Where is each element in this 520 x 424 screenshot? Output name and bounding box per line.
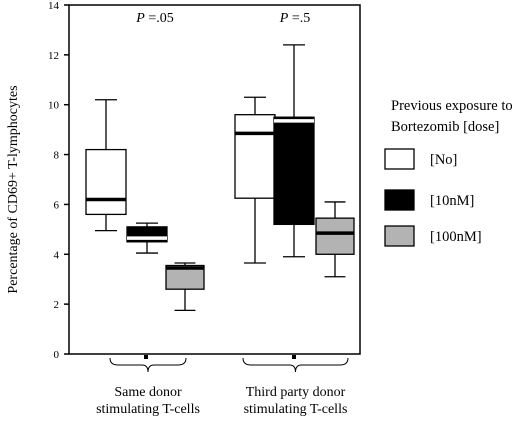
y-tick-label: 14: [48, 0, 60, 12]
legend-swatch: [384, 189, 415, 211]
legend-entry-label: [100nM]: [430, 229, 482, 245]
p-value-label: P =.05: [135, 11, 173, 26]
box-layer: [85, 44, 355, 312]
group-label-line: stimulating T-cells: [244, 402, 348, 417]
legend-swatch: [384, 148, 415, 170]
y-tick-label: 0: [54, 349, 60, 361]
y-axis-label: Percentage of CD69+ T-lymphocytes: [6, 85, 21, 293]
plot-frame: [68, 4, 361, 355]
box: [234, 114, 276, 199]
group-brace: [109, 357, 187, 373]
y-tick-label: 2: [54, 299, 60, 311]
legend-title-line: Bortezomib [dose]: [391, 119, 499, 135]
axis-layer: 0 2 4 6 8 10 12 14 Percentage of CD69+ T-lymphoc…: [6, 0, 361, 361]
group-tick-mark: [144, 355, 148, 359]
group-brace: [242, 357, 349, 373]
y-tick-label: 8: [54, 150, 60, 162]
legend-swatch: [384, 225, 415, 247]
legend-title-line: Previous exposure to: [391, 98, 513, 114]
y-tick-label: 6: [54, 199, 60, 211]
box: [85, 148, 127, 216]
y-tick-label: 10: [48, 100, 60, 112]
legend-entry-label: [No]: [430, 152, 457, 168]
box: [165, 264, 205, 290]
group-tick-mark: [292, 355, 296, 359]
y-tick-label: 12: [48, 50, 59, 62]
p-value-label: P =.5: [279, 11, 310, 26]
label-layer: P =.05 Same donor stimulating T-cells P =.5…: [96, 11, 349, 417]
y-tick-label: 4: [54, 249, 60, 261]
box: [315, 217, 355, 255]
legend-entry-label: [10nM]: [430, 193, 474, 209]
group-label-line: stimulating T-cells: [96, 402, 200, 417]
group-label-line: Same donor: [114, 385, 182, 400]
legend: Previous exposure to Bortezomib [dose] [No…: [384, 98, 513, 247]
box: [273, 116, 315, 226]
group-label-line: Third party donor: [246, 385, 346, 400]
